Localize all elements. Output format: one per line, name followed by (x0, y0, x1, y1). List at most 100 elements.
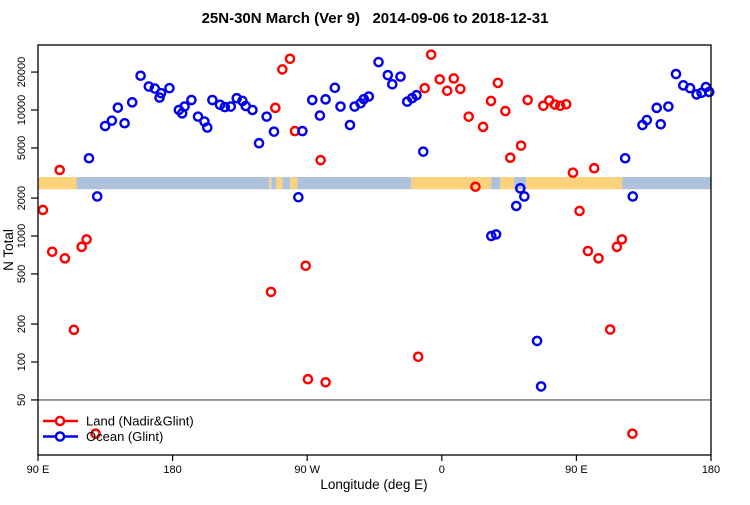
plot-box (37, 44, 712, 456)
data-point (417, 146, 429, 157)
data-point (265, 286, 277, 298)
y-tick-label: 1000 (16, 224, 28, 248)
data-point (448, 73, 460, 84)
data-point (335, 101, 346, 112)
data-point (76, 241, 87, 253)
data-point (395, 71, 406, 82)
data-point (314, 110, 326, 121)
data-point (463, 111, 475, 122)
x-tick-label: 180 (163, 464, 181, 476)
data-point (207, 94, 218, 106)
legend-label-land: Land (Nadir&Glint) (86, 414, 194, 429)
data-point (616, 234, 628, 245)
data-point (315, 154, 326, 166)
data-point (54, 164, 65, 176)
data-point (619, 152, 631, 164)
data-point (344, 119, 356, 131)
data-point (302, 373, 314, 385)
y-tick-label: 20000 (16, 57, 28, 88)
data-point (270, 102, 281, 114)
data-point (99, 120, 111, 132)
data-point (519, 191, 530, 202)
data-point (593, 253, 604, 264)
legend-marker-ocean-icon (54, 431, 66, 442)
y-tick-label: 50 (16, 394, 28, 406)
data-points (37, 49, 715, 439)
data-point (284, 53, 296, 65)
data-point (59, 253, 71, 264)
data-point (535, 381, 547, 392)
data-point (261, 111, 272, 122)
legend-item-ocean: Ocean (Glint) (43, 429, 163, 444)
x-tick-label: 0 (439, 464, 445, 476)
data-point (386, 78, 398, 90)
data-point (560, 98, 572, 110)
y-tick-label: 500 (16, 265, 28, 283)
data-point (492, 77, 504, 89)
data-point (515, 183, 526, 194)
x-tick-label: 90 E (565, 464, 588, 476)
data-point (46, 246, 58, 258)
data-point (574, 205, 585, 217)
axes-ticks: 50 100 200 500 1000 2000 5000 10000 20000 90 E 180… (16, 57, 720, 476)
data-point (637, 119, 648, 131)
data-point (515, 140, 527, 151)
data-point (411, 89, 422, 101)
y-tick-label: 200 (16, 315, 28, 333)
band-segment-ocean (622, 176, 711, 190)
data-point (425, 49, 437, 60)
data-point (504, 152, 516, 164)
band-segment-land (290, 176, 298, 190)
data-point (412, 351, 424, 363)
data-point (531, 335, 543, 347)
data-point (477, 121, 489, 133)
data-point (627, 428, 638, 439)
data-point (320, 377, 331, 388)
y-tick-label: 2000 (16, 186, 28, 210)
data-point (604, 324, 616, 335)
legend-marker-land-icon (54, 415, 66, 427)
data-point (90, 428, 101, 439)
data-point (510, 200, 522, 212)
y-axis-label: N Total (1, 229, 16, 271)
band-segment-land (526, 176, 623, 190)
legend-label-ocean: Ocean (Glint) (86, 429, 163, 444)
data-point (268, 126, 280, 137)
data-point (582, 245, 594, 257)
data-point (373, 56, 384, 68)
x-tick-label: 90 E (27, 464, 50, 476)
data-point (655, 119, 667, 130)
band-segment-ocean (491, 176, 501, 190)
legend: Land (Nadir&Glint) Ocean (Glint) (43, 414, 194, 444)
series-land (37, 49, 638, 439)
y-tick-label: 100 (16, 353, 28, 371)
data-point (522, 94, 533, 106)
data-point (192, 111, 204, 122)
data-point (684, 82, 696, 94)
data-point (300, 260, 312, 272)
data-point (691, 89, 702, 100)
data-point (470, 181, 481, 193)
band-segment-land (38, 176, 77, 190)
data-point (247, 104, 258, 116)
data-point (253, 137, 265, 149)
data-point (549, 99, 561, 110)
chart-title: 25N-30N March (Ver 9) 2014-09-06 to 2018… (202, 10, 549, 27)
data-point (143, 81, 155, 92)
band-segment-land (276, 176, 283, 190)
data-point (490, 229, 502, 240)
data-point (297, 125, 308, 137)
data-point (485, 95, 497, 107)
data-point (455, 83, 466, 95)
data-point (500, 105, 511, 117)
data-point (363, 91, 375, 102)
band-segment-ocean (76, 176, 270, 190)
data-point (611, 241, 623, 253)
data-point (651, 102, 663, 114)
x-axis-label: Longitude (deg E) (320, 477, 427, 492)
x-tick-label: 90 W (294, 464, 320, 476)
band-segment-land (269, 176, 272, 190)
band-segment-ocean (282, 176, 291, 190)
data-point (329, 82, 341, 94)
data-point (419, 82, 431, 94)
